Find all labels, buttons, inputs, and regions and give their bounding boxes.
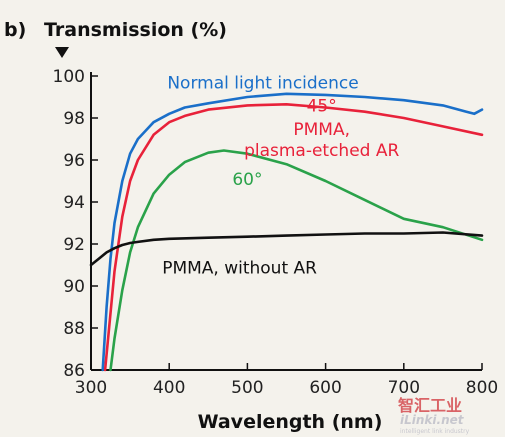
- series-line-3: [89, 231, 484, 267]
- x-tick-label: 700: [388, 378, 420, 398]
- x-tick-label: 300: [75, 378, 107, 398]
- watermark-line1: 智汇工业: [398, 396, 462, 415]
- panel-label: b): [4, 19, 26, 41]
- annotation-1: 45°: [307, 97, 337, 117]
- watermark-line2: iLinki.net: [400, 413, 465, 427]
- y-axis-title: Transmission (%): [44, 19, 227, 41]
- y-tick-label: 92: [63, 235, 85, 255]
- series-annotations: Normal light incidence 45° PMMA,plasma-etc…: [162, 74, 399, 279]
- x-axis-title: Wavelength (nm): [198, 411, 383, 433]
- x-tick-label: 600: [309, 378, 341, 398]
- y-tick-label: 90: [63, 277, 85, 297]
- y-tick-label: 94: [63, 193, 85, 213]
- plot-axes: [90, 72, 482, 371]
- series-line-1: [103, 103, 484, 372]
- series-lines: [89, 92, 484, 372]
- y-axis-arrow-icon: [55, 47, 69, 58]
- annotation-0: Normal light incidence: [167, 74, 358, 94]
- series-line-2: [109, 149, 484, 372]
- watermark-logo: 智汇工业 iLinki.net intelligent link industr…: [398, 396, 470, 435]
- y-tick-label: 96: [63, 151, 85, 171]
- x-tick-label: 800: [466, 378, 498, 398]
- watermark-line3: intelligent link industry: [400, 428, 470, 435]
- annotation-2: PMMA,: [293, 120, 350, 140]
- x-tick-label: 400: [153, 378, 185, 398]
- y-tick-label: 100: [53, 67, 85, 87]
- y-tick-label: 88: [63, 319, 85, 339]
- axis-ticks: 86 88 90 92 94 96 98 100 300 400 500 600 700 800: [53, 67, 499, 398]
- annotation-5: PMMA, without AR: [162, 258, 317, 278]
- y-tick-label: 86: [63, 361, 85, 381]
- x-tick-label: 500: [231, 378, 263, 398]
- annotation-3: plasma-etched AR: [244, 141, 399, 161]
- series-line-0: [101, 92, 484, 372]
- annotation-4: 60°: [232, 170, 262, 190]
- y-tick-label: 98: [63, 109, 85, 129]
